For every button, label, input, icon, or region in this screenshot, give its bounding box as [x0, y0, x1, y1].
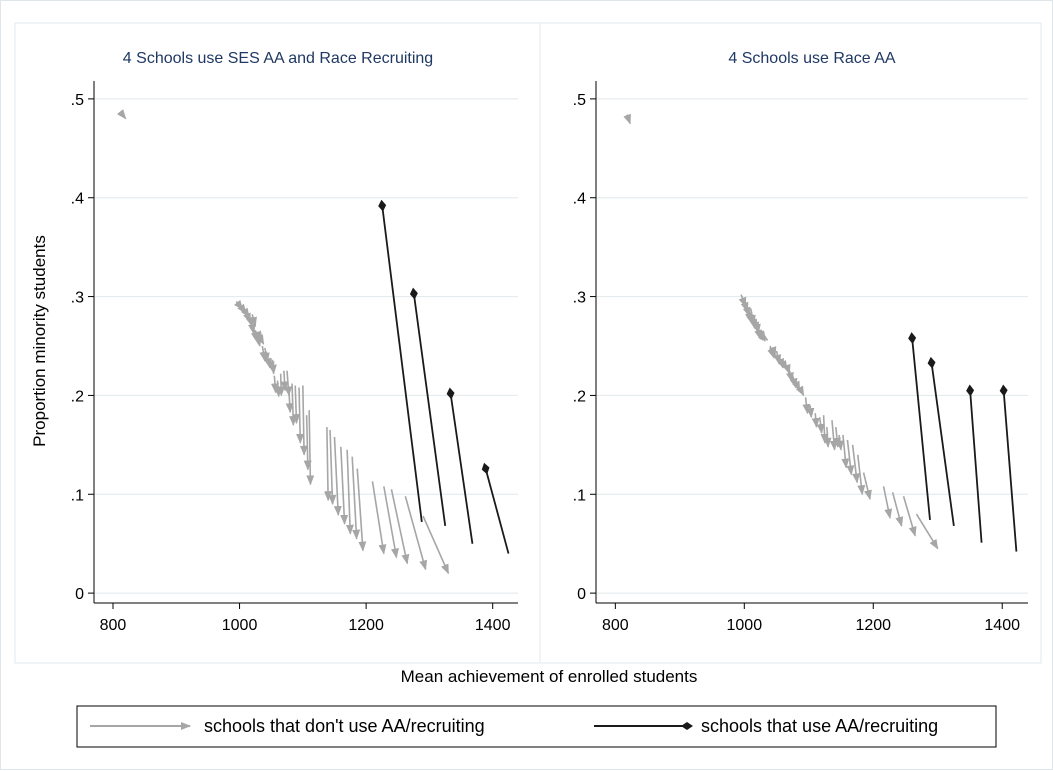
y-tick-label: .4 [573, 191, 586, 208]
y-tick-label: .2 [71, 388, 84, 405]
panel-title: 4 Schools use Race AA [728, 50, 896, 67]
arrow-aa [927, 356, 955, 527]
arrow-no-aa [277, 373, 286, 397]
arrow-aa [446, 387, 474, 544]
x-axis-title: Mean achievement of enrolled students [401, 667, 698, 686]
y-tick-label: 0 [577, 586, 586, 603]
legend-label-no-aa: schools that don't use AA/recruiting [204, 716, 485, 736]
x-tick-label: 1200 [348, 617, 384, 634]
x-tick-label: 1000 [727, 617, 763, 634]
x-tick-label: 1400 [984, 617, 1020, 634]
panel-2: 0 .1 .2 .3 .4 .5 800 1000 1200 1400 4 Schools use … [573, 50, 1028, 634]
arrow-no-aa [882, 486, 893, 519]
x-tick-label: 800 [100, 617, 127, 634]
arrow-no-aa [835, 434, 844, 451]
arrow-aa [908, 332, 931, 521]
arrow-no-aa [902, 496, 917, 537]
x-tick-label: 1400 [475, 617, 511, 634]
arrow-no-aa [851, 444, 861, 484]
arrow-no-aa [268, 359, 277, 375]
panel-1: 0 .1 .2 .3 .4 .5 800 1000 1200 1400 4 Schools use … [71, 50, 518, 634]
arrow-no-aa [856, 454, 866, 496]
arrow-no-aa [116, 109, 127, 120]
arrow-no-aa [345, 449, 354, 535]
y-tick-label: .3 [573, 290, 586, 307]
legend: schools that don't use AA/recruiting sch… [76, 705, 997, 748]
graph-region [14, 22, 1042, 664]
y-tick-label: .5 [71, 92, 84, 109]
legend-box [76, 705, 997, 748]
arrow-no-aa [249, 314, 257, 328]
arrow-no-aa [299, 385, 308, 456]
arrow-no-aa [915, 513, 939, 550]
y-tick-label: .4 [71, 191, 84, 208]
arrow-no-aa [841, 434, 850, 469]
arrow-no-aa [328, 429, 337, 506]
arrow-no-aa [383, 486, 399, 559]
arrow-no-aa [303, 415, 312, 471]
x-tick-label: 1200 [855, 617, 891, 634]
arrow-aa [481, 462, 510, 554]
arrow-no-aa [846, 439, 855, 476]
arrow-no-aa [422, 515, 450, 575]
arrow-no-aa [404, 496, 428, 571]
arrow-no-aa [806, 405, 815, 419]
arrow-no-aa [891, 492, 904, 527]
y-tick-label: .2 [573, 388, 586, 405]
arrow-no-aa [292, 385, 301, 425]
panel-title: 4 Schools use SES AA and Race Recruiting [123, 50, 433, 67]
arrow-aa [378, 199, 423, 523]
arrow-no-aa [623, 113, 631, 125]
y-tick-label: .1 [71, 487, 84, 504]
arrow-no-aa [811, 413, 820, 429]
arrow-no-aa [757, 331, 769, 341]
arrow-aa [966, 384, 983, 543]
arrow-no-aa [351, 456, 361, 540]
y-tick-label: 0 [75, 586, 84, 603]
arrow-no-aa [285, 390, 294, 414]
x-tick-label: 800 [602, 617, 629, 634]
arrow-aa [409, 287, 447, 527]
arrow-no-aa [390, 489, 410, 565]
x-tick-label: 1000 [222, 617, 258, 634]
arrow-no-aa [306, 410, 315, 486]
arrow-no-aa [356, 468, 367, 552]
y-axis-title: Proportion minority students [30, 235, 49, 447]
arrow-aa [999, 384, 1018, 552]
arrow-no-aa [255, 334, 265, 345]
arrow-no-aa [862, 472, 872, 501]
arrow-no-aa [795, 385, 805, 397]
y-tick-label: .5 [573, 92, 586, 109]
y-tick-label: .3 [71, 290, 84, 307]
legend-label-aa: schools that use AA/recruiting [701, 716, 938, 736]
arrow-no-aa [371, 481, 387, 555]
arrow-no-aa [340, 446, 349, 525]
arrow-no-aa [823, 427, 832, 448]
arrow-no-aa [816, 417, 825, 434]
arrow-no-aa [333, 436, 342, 517]
arrow-no-aa [296, 387, 305, 444]
arrow-no-aa [323, 427, 332, 502]
y-tick-label: .1 [573, 487, 586, 504]
